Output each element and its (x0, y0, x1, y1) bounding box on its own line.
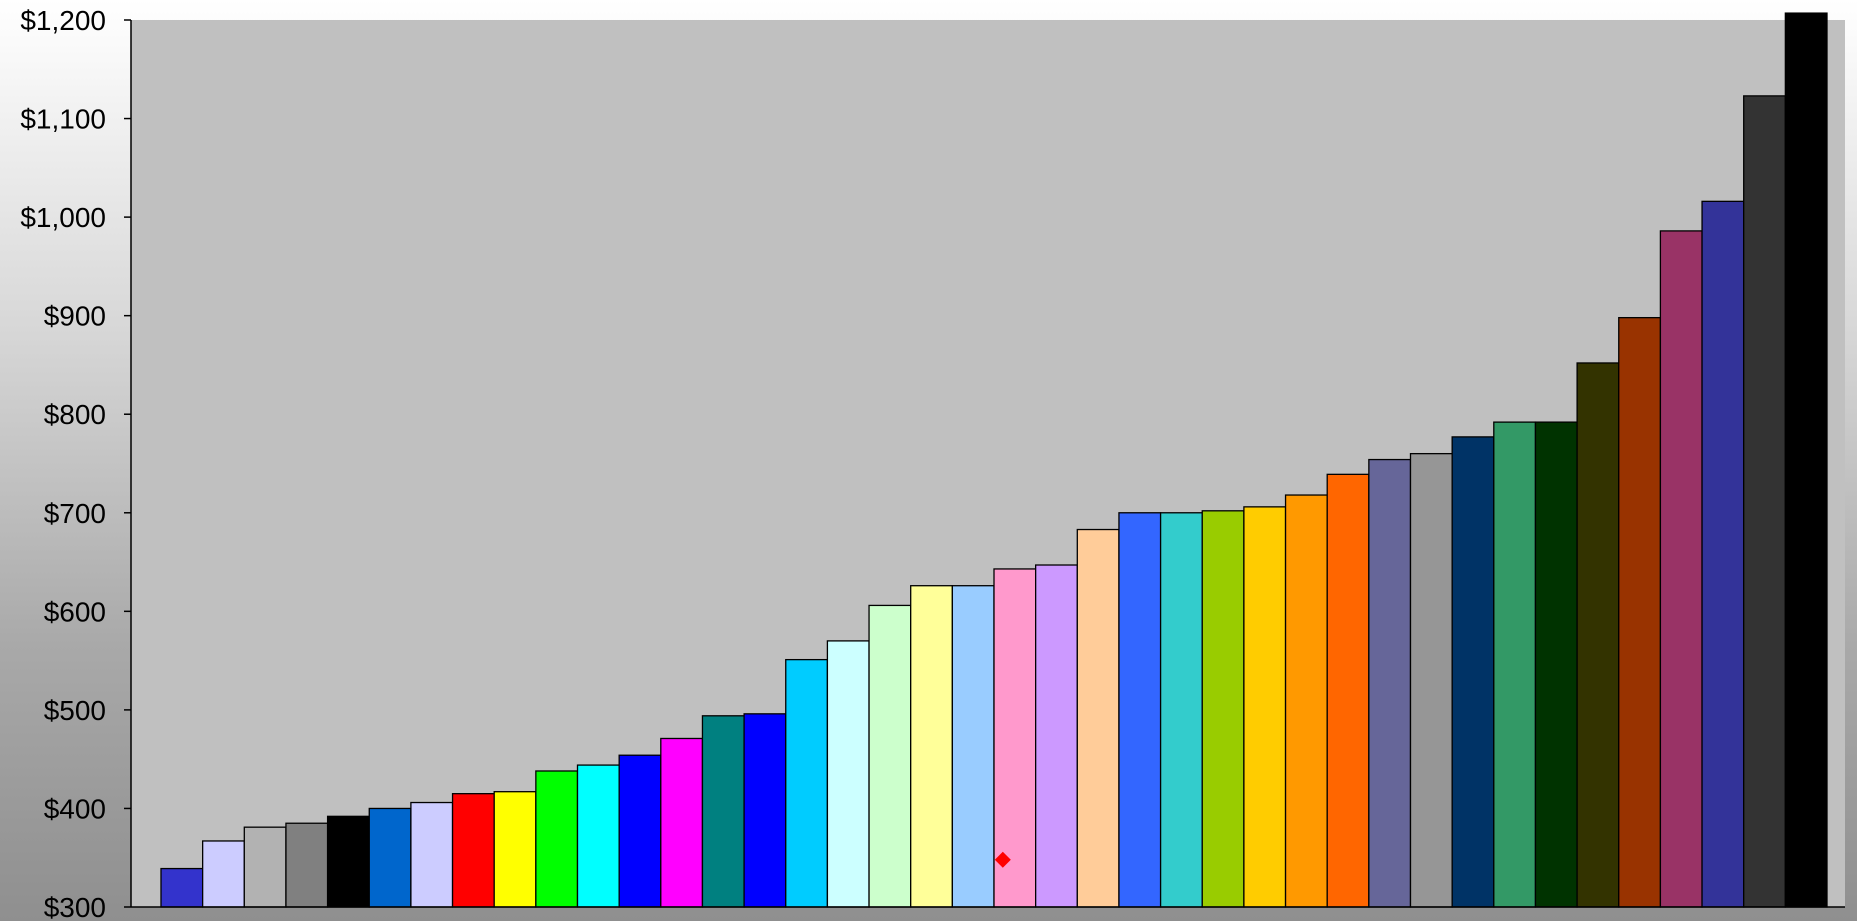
bar-29 (1326, 473, 1370, 908)
y-tick-label: $700 (44, 498, 106, 529)
bar-7 (410, 801, 454, 908)
y-tick-label: $900 (44, 301, 106, 332)
bar-25 (1159, 512, 1203, 908)
bar-14 (701, 715, 745, 908)
y-tick-label: $300 (44, 892, 106, 921)
bar-1 (160, 867, 204, 908)
bar-15 (743, 713, 787, 908)
bar-9 (493, 791, 537, 908)
y-tick-label: $1,100 (20, 104, 106, 135)
bar-4 (285, 822, 329, 908)
bar-5 (326, 815, 370, 908)
bar-40 (1784, 12, 1828, 908)
marker-layer (994, 851, 1011, 868)
bar-37 (1659, 230, 1703, 908)
bar-24 (1118, 512, 1162, 908)
y-tick-label: $1,200 (20, 5, 106, 36)
bar-35 (1576, 362, 1620, 908)
bar-39 (1743, 95, 1786, 908)
bar-27 (1243, 506, 1287, 908)
y-tick-label: $800 (44, 399, 106, 430)
bar-22 (1035, 564, 1078, 908)
bar-21 (993, 568, 1037, 908)
bar-10 (535, 770, 579, 908)
marker-diamond (994, 851, 1011, 868)
bar-16 (785, 658, 829, 908)
bar-20 (951, 585, 995, 908)
y-tick-label: $600 (44, 596, 106, 627)
bar-23 (1076, 528, 1120, 908)
y-tick-label: $1,000 (20, 202, 106, 233)
bar-13 (660, 737, 704, 908)
bar-19 (910, 585, 954, 908)
bars-layer (160, 12, 1828, 908)
bar-31 (1409, 452, 1453, 908)
bar-36 (1618, 316, 1662, 908)
bar-34 (1534, 421, 1578, 908)
bar-28 (1284, 494, 1328, 908)
y-tick-label: $500 (44, 695, 106, 726)
bar-17 (826, 640, 870, 908)
bar-18 (868, 604, 912, 908)
bar-26 (1201, 510, 1245, 908)
bar-2 (201, 840, 245, 908)
y-tick-label: $400 (44, 793, 106, 824)
bar-38 (1701, 200, 1745, 908)
bar-8 (451, 793, 495, 908)
bar-33 (1493, 421, 1537, 908)
bar-32 (1451, 436, 1495, 908)
y-axis: $300 $400 $500 $600 $700 $800 $900 $1,000 $1,100… (20, 5, 1845, 921)
bar-11 (576, 764, 620, 908)
bar-6 (368, 807, 412, 908)
bar-3 (243, 826, 287, 908)
bar-12 (618, 754, 662, 908)
bar-30 (1368, 458, 1412, 908)
